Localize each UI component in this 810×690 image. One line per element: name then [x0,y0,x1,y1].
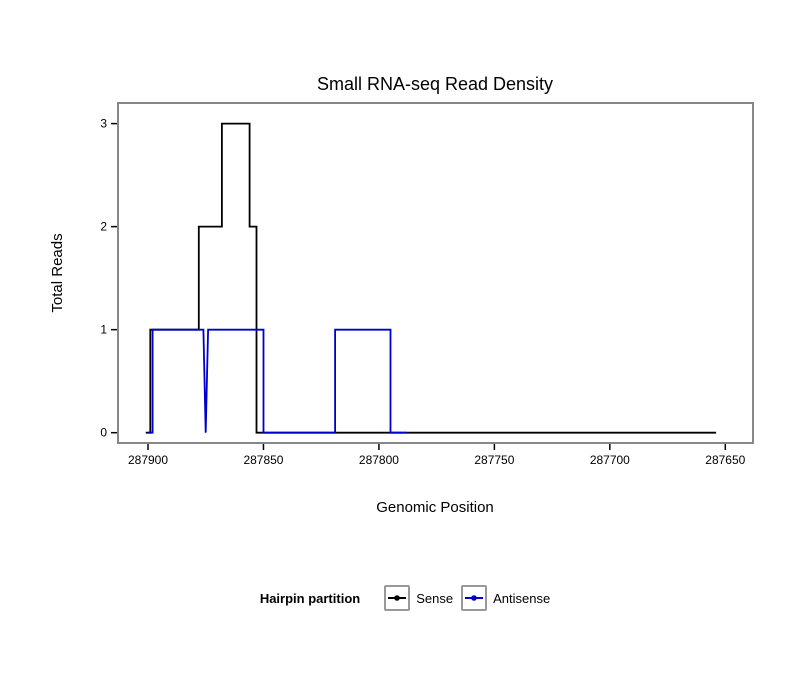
legend-glyph [388,595,407,601]
legend-key-antisense-icon [461,585,488,611]
chart-container: Small RNA-seq Read Density 287900 287850 2… [0,74,810,611]
x-tick-label: 287850 [243,453,283,467]
x-axis-title: Genomic Position [376,499,494,516]
x-tick-label: 287700 [590,453,630,467]
legend-title: Hairpin partition [259,590,361,606]
chart-legend: Hairpin partition Sense Antisense [0,585,810,611]
axis-ticks [111,122,727,450]
legend-entry-sense: Sense [384,585,453,611]
y-tick-label: 0 [100,426,107,440]
x-tick-label: 287800 [359,453,399,467]
axis-tick-labels: 287900 287850 287800 287750 287700 287650 0 1 2 3 [100,117,745,467]
chart-title: Small RNA-seq Read Density [317,74,553,94]
legend-key-sense-icon [384,585,411,611]
x-tick-label: 287900 [128,453,168,467]
x-tick-label: 287750 [474,453,514,467]
data-series [145,122,717,434]
legend-point-icon [471,595,477,601]
y-tick-label: 1 [100,323,107,337]
y-axis-title: Total Reads [49,233,66,312]
legend-label: Sense [416,590,454,606]
legend-glyph [465,595,484,601]
read-density-chart: Small RNA-seq Read Density 287900 287850 2… [49,74,754,516]
legend-entries: Sense Antisense [376,585,550,611]
legend-entry-antisense: Antisense [461,585,550,611]
y-tick-label: 2 [100,220,107,234]
x-tick-label: 287650 [705,453,745,467]
plot-panel [117,102,754,444]
series-sense-line [145,122,717,434]
legend-point-icon [394,595,401,601]
y-tick-label: 3 [100,117,107,131]
legend-label: Antisense [493,590,551,606]
series-antisense-line [148,328,407,434]
